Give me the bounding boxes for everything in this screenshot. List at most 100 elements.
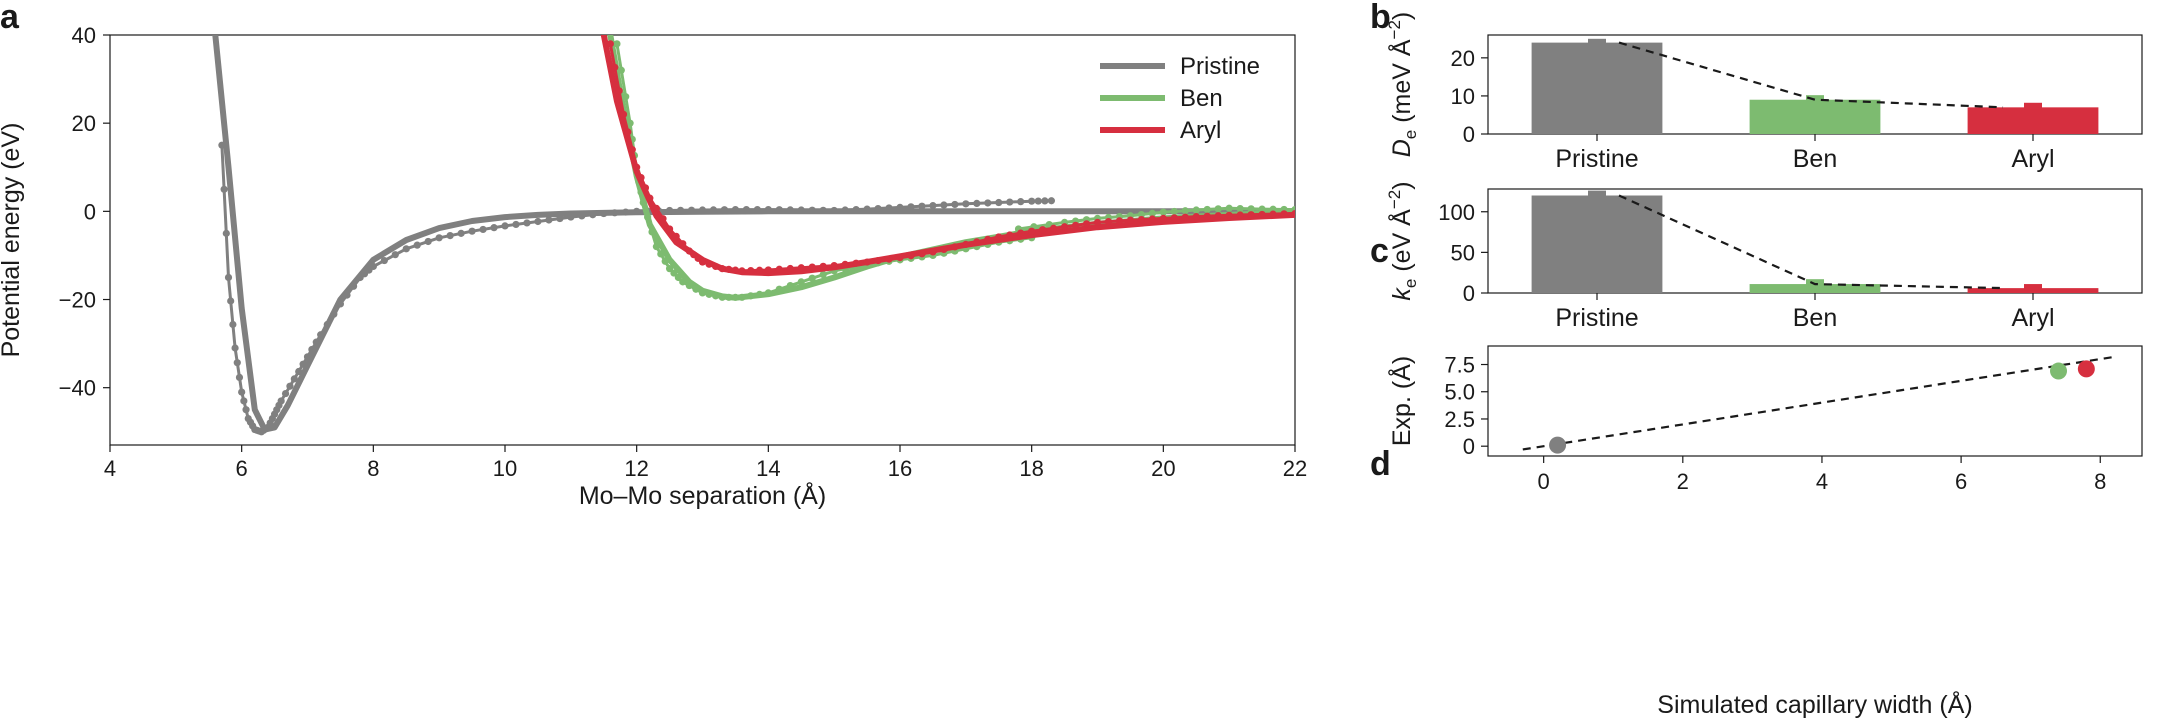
- panel-a-ben-data-point: [1170, 207, 1178, 216]
- panel-a-legend-label-aryl: Aryl: [1180, 117, 1221, 144]
- panel-a-x-tick-label: 16: [888, 456, 912, 481]
- panel-a-pristine-fit-line: [212, 35, 1295, 433]
- panel-a-pristine-data-point: [1006, 198, 1014, 206]
- panel-a-pristine-data-point: [286, 382, 294, 390]
- panel-d-y-tick-label: 2.5: [1444, 407, 1475, 432]
- panel-a-aryl-data-point: [1126, 216, 1135, 224]
- panel-a-pristine-data-point: [308, 345, 316, 354]
- panel-a-aryl-data-point: [819, 262, 827, 270]
- panel-a-y-tick-label: 40: [72, 23, 96, 48]
- panel-a-aryl-data-point: [896, 254, 904, 262]
- panel-c-category-label: Aryl: [2011, 304, 2054, 332]
- panel-a-pristine-data-point: [402, 245, 410, 253]
- panel-a-ben-data-point: [661, 257, 669, 265]
- panel-a-ben-data-point: [725, 293, 733, 301]
- panel-a-aryl-data-point: [718, 265, 726, 273]
- panel-a-aryl-data-point: [652, 204, 661, 213]
- panel-a-pristine-data-point: [490, 224, 498, 232]
- panel-a-aryl-data-point: [951, 243, 959, 251]
- panel-d-y-tick-label: 5.0: [1444, 380, 1475, 405]
- panel-d-point-ben: [2050, 362, 2068, 380]
- panel-a-aryl-data-point: [1104, 218, 1113, 226]
- panel-b-category-label: Pristine: [1555, 145, 1638, 173]
- panel-a-aryl-data-point: [962, 240, 970, 249]
- panel-a-aryl-data-point: [1192, 213, 1200, 221]
- panel-a-aryl-data-point: [1236, 211, 1244, 219]
- panel-a-pristine-data-point: [349, 282, 358, 290]
- panel-a-pristine-data-point: [501, 222, 509, 230]
- panel-b-marker-ben: [1806, 95, 1824, 102]
- panel-a-pristine-data-point: [786, 206, 794, 214]
- panel-a-pristine-data-point: [687, 206, 696, 214]
- panel-b-bar-pristine: [1531, 42, 1663, 134]
- panel-a-ben-data-point: [617, 66, 625, 74]
- panel-a-pristine-data-point: [764, 205, 772, 214]
- panel-a-aryl-data-point: [1247, 211, 1255, 219]
- panel-a-pristine-data-point: [229, 320, 237, 329]
- panel-a-ben-data-point: [1137, 210, 1145, 219]
- panel-a-ben-data-point: [639, 198, 647, 207]
- panel-a-pristine-data-point: [918, 202, 926, 210]
- panel-a-pristine-data-point: [819, 206, 827, 214]
- panel-b-ylabel-symbol: D: [1388, 139, 1416, 157]
- panel-b-trend-line: [1618, 41, 2004, 109]
- panel-d-x-tick-label: 0: [1538, 469, 1550, 494]
- panel-a-aryl-data-point: [852, 259, 860, 267]
- panel-a-pristine-data-point: [611, 209, 619, 217]
- panel-a-pristine-data-point: [299, 360, 307, 368]
- panel-a-aryl-data-point: [659, 215, 667, 223]
- panel-a-aryl-data-point: [1214, 212, 1222, 220]
- panel-a-pristine-data-point: [698, 206, 707, 214]
- panel-b-marker-aryl: [2024, 102, 2042, 110]
- panel-a-aryl-data-point: [1093, 218, 1102, 226]
- panel-a-aryl-data-point: [1115, 217, 1124, 225]
- panel-a-pristine-data-point: [222, 229, 230, 237]
- panel-a-aryl-data-point: [1028, 227, 1036, 235]
- panel-c-y-tick-label: 50: [1451, 240, 1475, 265]
- panel-a-pristine-data-point: [227, 297, 235, 305]
- panel-b-ylabel-unit: (meV Å: [1386, 39, 1416, 130]
- panel-a-pristine-data-point: [323, 320, 331, 329]
- panel-a-pristine-data-point: [841, 206, 849, 214]
- panel-a-aryl-data-point: [615, 87, 623, 95]
- panel-a-pristine-data-point: [929, 202, 937, 210]
- panel-b-letter: b: [1370, 0, 1391, 36]
- panel-a-series: [212, 35, 1295, 436]
- panel-a-plot-frame: [109, 34, 1296, 446]
- panel-a-x-tick-label: 20: [1151, 456, 1175, 481]
- panel-a-pristine-data-point: [676, 206, 685, 214]
- panel-a-pristine-data-point: [995, 198, 1003, 207]
- panel-a-pristine-data-point: [633, 207, 641, 215]
- panel-a-aryl-data-point: [1225, 211, 1233, 219]
- panel-a-ben-data-point: [670, 269, 678, 277]
- panel-a-pristine-data-point: [742, 205, 750, 214]
- panel-a-ben-data-point: [685, 281, 693, 290]
- panel-c-y-tick-label: 0: [1463, 281, 1475, 306]
- panel-a-ben-data-point: [644, 213, 652, 221]
- panel-a-legend-label-pristine: Pristine: [1180, 53, 1260, 80]
- panel-a-aryl-data-point: [929, 248, 937, 256]
- panel-a-ben-data-point: [1236, 204, 1244, 213]
- panel-a-aryl-data-point: [984, 235, 992, 244]
- panel-c-category-label: Ben: [1793, 304, 1837, 332]
- panel-d-trend-line: [1522, 355, 2115, 451]
- panel-a-ben-data-point: [652, 243, 661, 251]
- panel-a-ben-data-point: [1192, 206, 1200, 214]
- panel-d-plot-frame: [1487, 345, 2143, 457]
- panel-a-aryl-data-point: [1148, 215, 1156, 223]
- panel-a-aryl-data-point: [830, 261, 838, 270]
- panel-b-y-tick-label: 20: [1451, 46, 1475, 71]
- panel-a-aryl-data-point: [637, 173, 645, 182]
- panel-a-ben-data-point: [1247, 205, 1255, 213]
- panel-a-aryl-data-point: [611, 63, 619, 71]
- panel-a-pristine-data-point: [808, 206, 816, 214]
- panel-a-pristine-data-point: [885, 204, 893, 212]
- panel-a-aryl-data-point: [1017, 229, 1025, 237]
- panel-a-ben-data-point: [755, 290, 764, 298]
- panel-c-ylabel-symbol: k: [1388, 287, 1416, 301]
- panel-b-bar-chart: b 0 10 20 Pristine Ben Aryl De (meV Å−2): [1370, 0, 2143, 173]
- panel-a-ben-data-point: [1181, 207, 1189, 215]
- panel-a-letter: a: [0, 0, 20, 36]
- panel-a-pristine-data-point: [709, 206, 718, 214]
- panel-a-y-tick-label: 20: [72, 111, 96, 136]
